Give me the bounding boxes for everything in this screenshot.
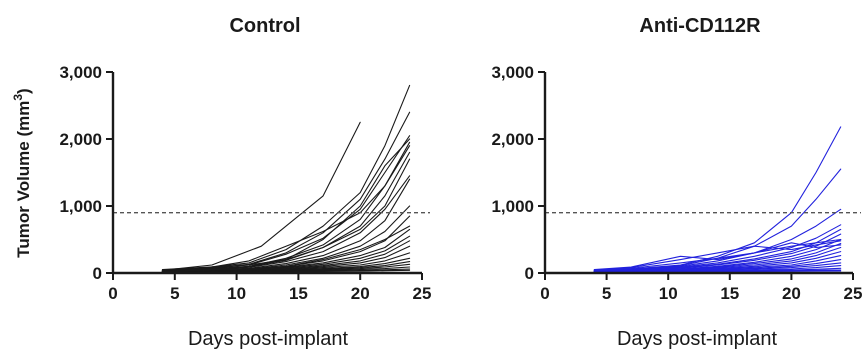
x-tick-label: 5 [170, 284, 179, 303]
x-tick-label: 5 [602, 284, 611, 303]
y-axis-label-close: ) [14, 88, 33, 94]
x-tick-label: 0 [108, 284, 117, 303]
series-group [161, 84, 411, 274]
series-line-19 [593, 240, 842, 271]
x-tick-label: 25 [413, 284, 432, 303]
series-line-23 [161, 138, 411, 272]
anti-cd112r-panel: Anti-CD112R Days post-implant 0 1,000 2,00… [491, 15, 862, 350]
x-tick-label: 20 [351, 284, 370, 303]
y-tick-label: 1,000 [59, 197, 102, 216]
chart-title: Anti-CD112R [639, 15, 761, 37]
x-axis-label: Days post-implant [617, 328, 778, 350]
y-tick-label: 3,000 [491, 63, 534, 82]
chart-title: Control [229, 15, 300, 37]
series-line-18 [593, 238, 842, 271]
x-tick-label: 10 [227, 284, 246, 303]
y-tick-label: 3,000 [59, 63, 102, 82]
y-tick-label: 2,000 [491, 130, 534, 149]
x-tick-label: 10 [659, 284, 678, 303]
series-line-22 [161, 145, 411, 272]
x-axis-label: Days post-implant [188, 328, 349, 350]
series-group [593, 126, 842, 274]
y-axis-label: Tumor Volume (mm3) [11, 88, 33, 257]
x-tick-label: 15 [289, 284, 308, 303]
control-panel: Control Tumor Volume (mm3) Days post-imp… [11, 15, 431, 350]
x-tick-label: 20 [782, 284, 801, 303]
y-tick-label: 0 [93, 264, 102, 283]
series-line-24 [161, 225, 411, 273]
series-line-3 [593, 208, 842, 272]
series-line-1 [593, 126, 842, 271]
series-line-25 [161, 121, 361, 271]
y-tick-label: 1,000 [491, 197, 534, 216]
y-axis-label-superscript: 3 [11, 94, 25, 101]
x-tick-label: 25 [844, 284, 863, 303]
x-tick-label: 0 [540, 284, 549, 303]
axes: 0 1,000 2,000 3,000 0 5 10 15 20 25 [59, 63, 431, 303]
axes: 0 1,000 2,000 3,000 0 5 10 15 20 25 [491, 63, 862, 303]
y-tick-label: 2,000 [59, 130, 102, 149]
x-tick-label: 15 [720, 284, 739, 303]
series-line-20 [593, 242, 842, 272]
series-line-1 [161, 84, 411, 271]
y-tick-label: 0 [525, 264, 534, 283]
